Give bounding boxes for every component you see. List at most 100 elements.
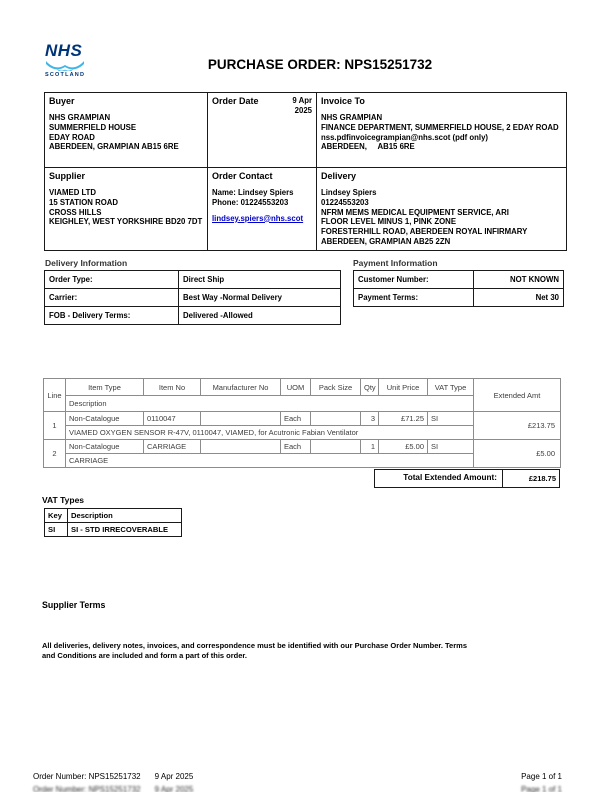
payment-terms-label: Payment Terms: <box>353 288 474 307</box>
vat-type: SI <box>427 439 474 454</box>
delivery-information-heading: Delivery Information <box>45 258 128 268</box>
table-row: 2 Non-Catalogue CARRIAGE Each 1 £5.00 SI… <box>43 439 561 468</box>
order-type-value: Direct Ship <box>178 270 341 289</box>
line-number: 2 <box>43 439 66 468</box>
item-no: CARRIAGE <box>143 439 201 454</box>
table-row: Order Type: Direct Ship <box>44 270 341 289</box>
delivery-information-table: Order Type: Direct Ship Carrier: Best Wa… <box>44 270 341 325</box>
line-items-table: Line Item Type Item No Manufacturer No U… <box>43 378 561 468</box>
order-type-label: Order Type: <box>44 270 179 289</box>
customer-number-label: Customer Number: <box>353 270 474 289</box>
col-line: Line <box>43 378 66 412</box>
order-contact-email-link[interactable]: lindsey.spiers@nhs.scot <box>212 213 304 223</box>
extended-amt: £213.75 <box>473 411 561 440</box>
table-header-row: Key Description <box>44 508 182 523</box>
invoice-to-cell: Invoice To NHS GRAMPIAN FINANCE DEPARTME… <box>316 92 567 168</box>
nhs-wave-icon <box>46 61 84 71</box>
table-row: 1 Non-Catalogue 0110047 Each 3 £71.25 SI… <box>43 411 561 440</box>
buyer-address-line: SUMMERFIELD HOUSE <box>49 122 137 132</box>
table-row: CARRIAGE <box>44 453 561 468</box>
total-extended-amount: Total Extended Amount: £218.75 <box>374 469 560 488</box>
delivery-address-line: Lindsey Spiers <box>321 188 377 197</box>
payment-terms-value: Net 30 <box>473 288 564 307</box>
fob-terms-value: Delivered -Allowed <box>178 306 341 325</box>
col-qty: Qty <box>360 378 379 396</box>
col-unit-price: Unit Price <box>378 378 428 396</box>
uom: Each <box>280 439 311 454</box>
vat-type: SI <box>427 411 474 426</box>
table-row: Customer Number: NOT KNOWN <box>353 270 564 289</box>
uom: Each <box>280 411 311 426</box>
supplier-address-line: 15 STATION ROAD <box>49 197 119 207</box>
item-description: VIAMED OXYGEN SENSOR R-47V, 0110047, VIA… <box>65 425 474 440</box>
footer-page-number: Page 1 of 1 <box>521 772 562 781</box>
extended-amt: £5.00 <box>473 439 561 468</box>
vat-key-header: Key <box>44 508 68 523</box>
supplier-terms-body: All deliveries, delivery notes, invoices… <box>42 641 467 660</box>
vat-key: SI <box>44 522 68 537</box>
invoice-to-label: Invoice To <box>321 96 365 106</box>
delivery-address-line: NFRM MEMS MEDICAL EQUIPMENT SERVICE, ARI <box>321 207 509 217</box>
manufacturer-no <box>200 411 281 426</box>
table-row: Carrier: Best Way -Normal Delivery <box>44 288 341 307</box>
invoice-address-line: nss.pdfinvoicegrampian@nhs.scot (pdf onl… <box>321 132 489 142</box>
item-type: Non-Catalogue <box>65 411 144 426</box>
col-description: Description <box>65 395 474 412</box>
page-title: PURCHASE ORDER: NPS15251732 <box>207 57 433 72</box>
order-date-cell: Order Date 9 Apr 2025 <box>207 92 317 168</box>
invoice-address-line: FINANCE DEPARTMENT, SUMMERFIELD HOUSE, 2… <box>321 122 559 132</box>
delivery-label: Delivery <box>321 171 357 181</box>
supplier-label: Supplier <box>49 171 86 181</box>
invoice-address-line: ABERDEEN, AB15 6RE <box>321 142 415 152</box>
buyer-address-line: ABERDEEN, GRAMPIAN AB15 6RE <box>49 142 179 152</box>
unit-price: £5.00 <box>378 439 428 454</box>
nhs-scotland-logo: NHS SCOTLAND <box>45 42 95 78</box>
nhs-logo-text: NHS <box>45 41 83 60</box>
order-contact-label: Order Contact <box>212 171 273 181</box>
order-contact-cell: Order Contact Name: Lindsey Spiers Phone… <box>207 167 317 251</box>
order-contact-name: Name: Lindsey Spiers <box>212 188 294 197</box>
delivery-address-line: FORESTERHILL ROAD, ABERDEEN ROYAL INFIRM… <box>321 227 528 237</box>
total-value: £218.75 <box>503 469 560 488</box>
col-pack-size: Pack Size <box>310 378 361 396</box>
buyer-address-line: EDAY ROAD <box>49 132 95 142</box>
customer-number-value: NOT KNOWN <box>473 270 564 289</box>
col-item-no: Item No <box>143 378 201 396</box>
item-description: CARRIAGE <box>65 453 474 468</box>
manufacturer-no <box>200 439 281 454</box>
footer-ghost-artifact: Order Number: NPS15251732 9 Apr 2025 Pag… <box>33 785 562 792</box>
vat-types-heading: VAT Types <box>42 495 85 505</box>
page-footer: Order Number: NPS15251732 9 Apr 2025 Pag… <box>33 772 562 781</box>
delivery-address-line: FLOOR LEVEL MINUS 1, PINK ZONE <box>321 217 457 227</box>
carrier-value: Best Way -Normal Delivery <box>178 288 341 307</box>
order-date-value: 9 Apr 2025 <box>292 96 312 115</box>
order-contact-phone: Phone: 01224553203 <box>212 197 289 207</box>
payment-information-heading: Payment Information <box>353 258 438 268</box>
col-item-type: Item Type <box>65 378 144 396</box>
unit-price: £71.25 <box>378 411 428 426</box>
table-row: SI SI - STD IRRECOVERABLE <box>44 522 182 537</box>
fob-terms-label: FOB - Delivery Terms: <box>44 306 179 325</box>
qty: 3 <box>360 411 379 426</box>
buyer-address-line: NHS GRAMPIAN <box>49 113 111 122</box>
col-manufacturer-no: Manufacturer No <box>200 378 281 396</box>
order-header-table: Buyer NHS GRAMPIAN SUMMERFIELD HOUSE EDA… <box>44 92 567 251</box>
delivery-cell: Delivery Lindsey Spiers 01224553203 NFRM… <box>316 167 567 251</box>
delivery-address-line: 01224553203 <box>321 197 369 207</box>
vat-description: SI - STD IRRECOVERABLE <box>67 522 182 537</box>
order-date-label: Order Date <box>212 96 259 106</box>
buyer-label: Buyer <box>49 96 75 106</box>
col-vat-type: VAT Type <box>427 378 474 396</box>
supplier-address-line: VIAMED LTD <box>49 188 97 197</box>
table-row: FOB - Delivery Terms: Delivered -Allowed <box>44 306 341 325</box>
col-extended-amt: Extended Amt <box>473 378 561 412</box>
buyer-cell: Buyer NHS GRAMPIAN SUMMERFIELD HOUSE EDA… <box>44 92 208 168</box>
pack-size <box>310 439 361 454</box>
table-header-row: Line Item Type Item No Manufacturer No U… <box>43 378 561 412</box>
payment-information-table: Customer Number: NOT KNOWN Payment Terms… <box>353 270 564 307</box>
footer-order-number: Order Number: NPS15251732 <box>33 772 141 781</box>
line-number: 1 <box>43 411 66 440</box>
item-no: 0110047 <box>143 411 201 426</box>
pack-size <box>310 411 361 426</box>
